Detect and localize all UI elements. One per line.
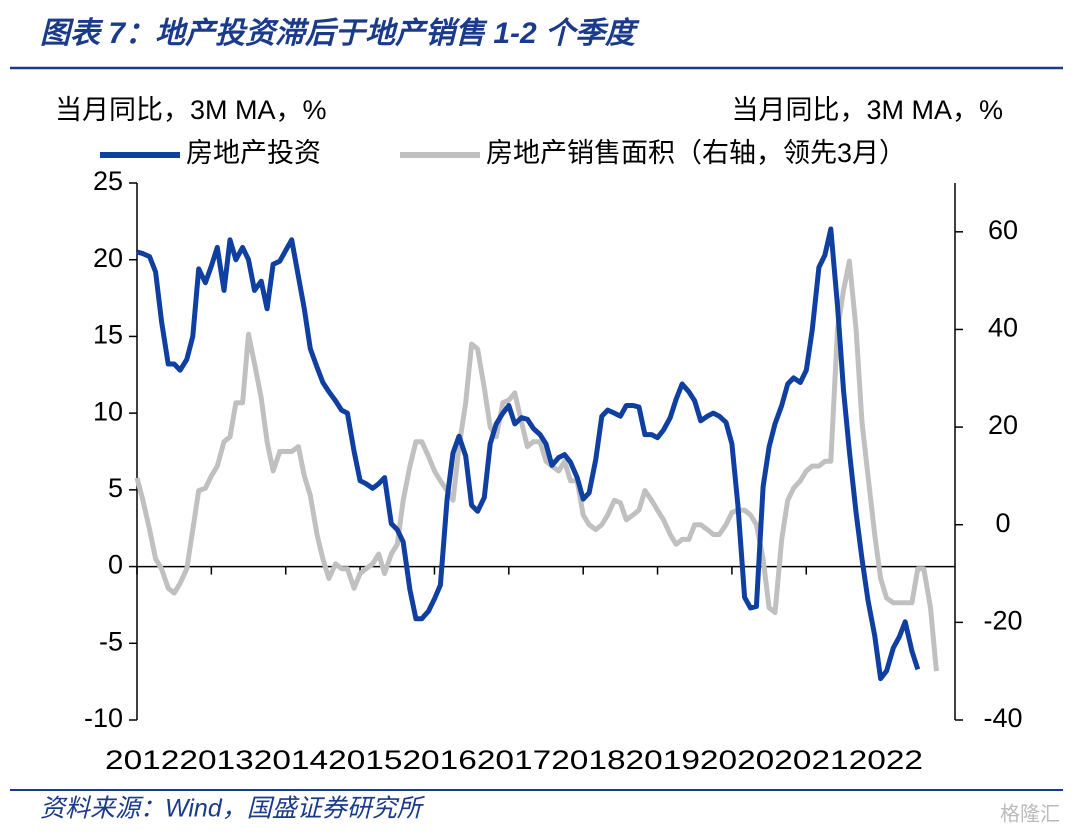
y2-tick-label: -40 — [983, 703, 1022, 733]
legend-label: 房地产投资 — [186, 138, 321, 168]
x-tick-label: 2020 — [700, 745, 774, 775]
y-tick-label: -10 — [84, 703, 123, 733]
x-tick-label: 2021 — [774, 745, 848, 775]
y-tick-label: 10 — [93, 396, 123, 426]
y2-tick-label: 20 — [988, 410, 1018, 440]
series-line — [134, 258, 939, 672]
x-tick-label: 2022 — [849, 745, 923, 775]
series-line — [136, 226, 921, 682]
y-tick-label: 0 — [108, 550, 123, 580]
x-tick-label: 2016 — [402, 745, 476, 775]
x-tick-label: 2018 — [551, 745, 625, 775]
x-tick-label: 2019 — [626, 745, 700, 775]
y2-tick-label: 60 — [988, 215, 1018, 245]
x-tick-label: 2012 — [105, 745, 179, 775]
y-axis-label: 当月同比，3M MA，% — [55, 95, 327, 125]
x-tick-label: 2014 — [254, 745, 328, 775]
y-tick-label: 25 — [93, 166, 123, 196]
x-tick-label: 2015 — [328, 745, 402, 775]
x-tick-label: 2013 — [179, 745, 253, 775]
watermark: 格隆汇 — [1000, 802, 1060, 825]
y2-tick-label: 40 — [988, 313, 1018, 343]
y-tick-label: 20 — [93, 243, 123, 273]
y2-axis-label: 当月同比，3M MA，% — [731, 95, 1003, 125]
y-tick-label: 5 — [108, 473, 123, 503]
y2-tick-label: 0 — [995, 508, 1010, 538]
source: 资料来源：Wind，国盛证券研究所 — [40, 795, 426, 823]
chart-title: 图表 7：地产投资滞后于地产销售 1-2 个季度 — [40, 17, 640, 50]
y2-tick-label: -20 — [983, 605, 1022, 635]
legend-label: 房地产销售面积（右轴，领先3月） — [486, 138, 906, 168]
y-tick-label: -5 — [99, 626, 123, 656]
x-tick-label: 2017 — [477, 745, 551, 775]
y-tick-label: 15 — [93, 320, 123, 350]
